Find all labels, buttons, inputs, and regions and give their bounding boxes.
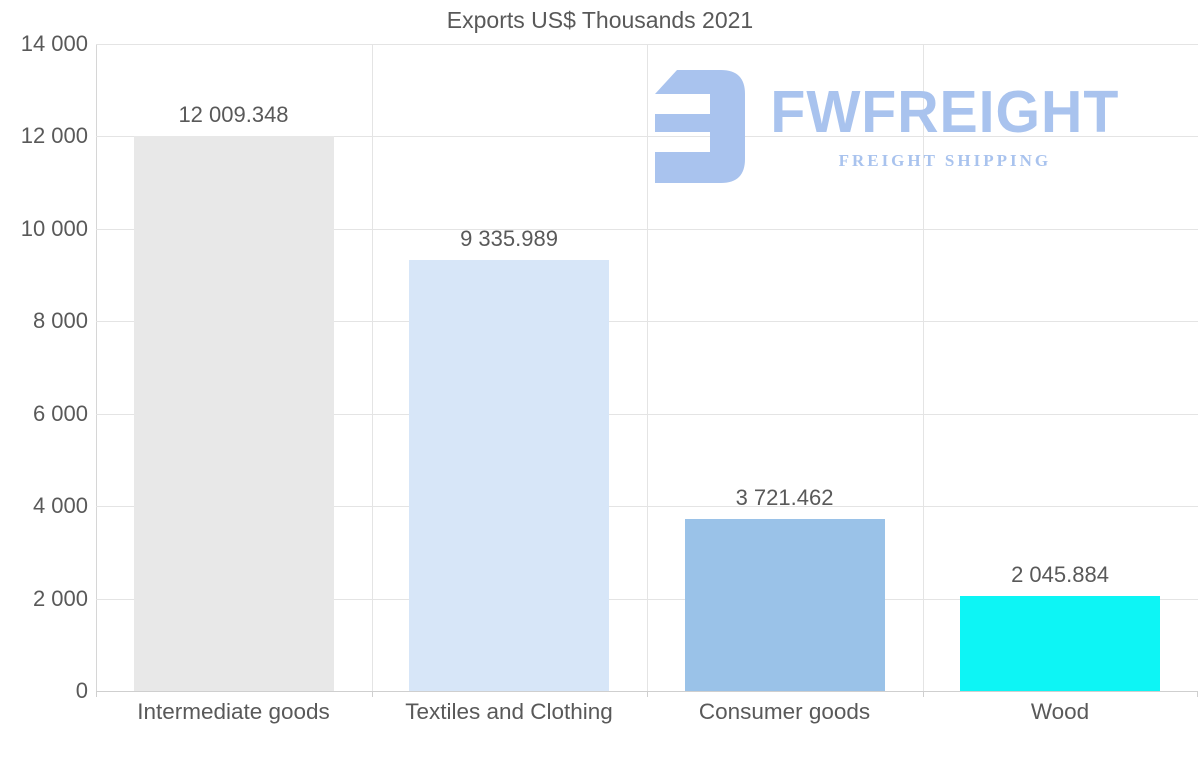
bar-wood: [960, 596, 1161, 691]
y-axis-line: [96, 44, 97, 691]
bar-intermediate-goods: [133, 136, 334, 691]
gridline-x-boundary: [922, 44, 924, 691]
bar-value-label: 9 335.989: [460, 225, 558, 251]
y-axis-tick-label: 12 000: [20, 123, 88, 149]
x-axis-tick: [371, 691, 373, 697]
bar-textiles-and-clothing: [409, 259, 610, 691]
bar-value-label: 3 721.462: [735, 485, 834, 510]
bar-value-label: 12 009.348: [178, 101, 289, 127]
bar-value-label: 2 045.884: [1011, 562, 1109, 588]
y-axis-tick-label: 8 000: [32, 308, 88, 334]
plot-area: 0 2 000 4 000 6 000 8 000 10 000 12 000 14 000 1…: [21, 33, 1198, 724]
x-axis-category-label: Consumer goods: [698, 699, 871, 724]
gridline-x-boundary: [371, 44, 373, 691]
x-axis-tick: [1197, 691, 1198, 697]
x-axis-tick: [96, 691, 97, 697]
y-axis-tick-label: 14 000: [20, 31, 88, 56]
x-axis-category-label: Wood: [1030, 699, 1090, 724]
bar-consumer-goods: [684, 519, 885, 691]
y-axis-tick-label: 4 000: [32, 493, 88, 519]
y-axis-tick-label: 6 000: [32, 400, 88, 426]
x-axis-tick: [922, 691, 924, 697]
x-axis-tick: [647, 691, 648, 697]
y-axis-tick-label: 0: [75, 678, 88, 703]
chart-title: Exports US$ Thousands 2021: [446, 7, 754, 33]
x-axis-category-label: Textiles and Clothing: [405, 699, 613, 724]
gridline-x-boundary: [647, 44, 648, 691]
x-axis-category-label: Intermediate goods: [137, 699, 330, 724]
y-axis-tick-label: 2 000: [32, 585, 88, 611]
y-axis-tick-label: 10 000: [20, 215, 88, 241]
